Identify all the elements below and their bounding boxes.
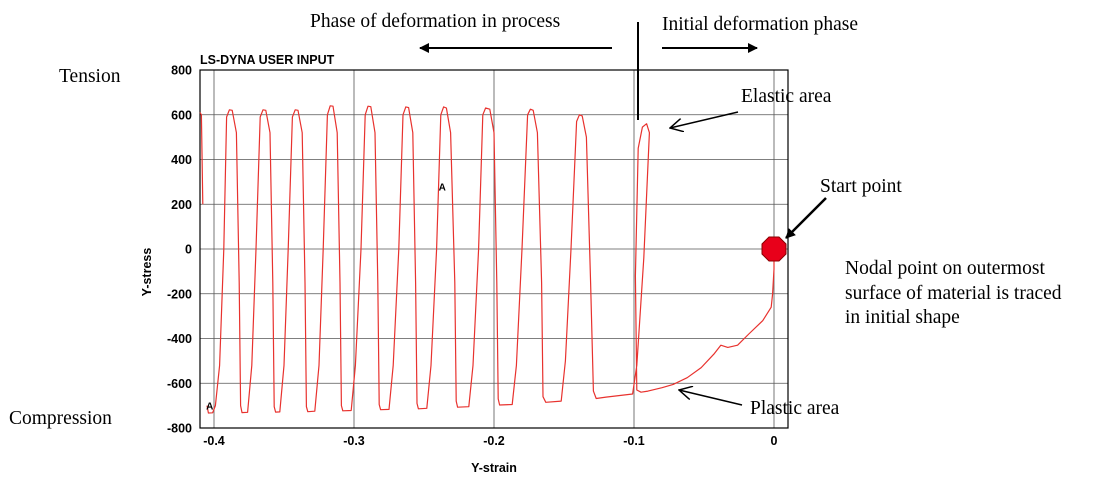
x-tick-labels: -0.4 -0.3 -0.2 -0.1 0 [203,434,777,448]
point-marker-label: A [206,402,213,413]
x-tick-label: -0.2 [483,434,505,448]
start-point-marker [762,237,786,261]
elastic-area-label: Elastic area [741,86,832,107]
nodal-note-line-1: Nodal point on outermost [845,258,1045,279]
nodal-note-line-3: in initial shape [845,307,960,328]
start-point-label: Start point [820,176,902,197]
y-axis-label: Y-stress [140,248,154,297]
x-tick-label: -0.1 [623,434,645,448]
y-tick-label: -200 [167,287,192,301]
tension-label: Tension [59,66,121,87]
y-tick-label: -400 [167,332,192,346]
x-tick-label: -0.4 [203,434,225,448]
x-tick-label: -0.3 [343,434,365,448]
y-tick-label: 0 [185,243,192,257]
y-tick-label: 600 [171,108,192,122]
y-tick-label: 800 [171,64,192,78]
data-series [200,106,774,413]
point-markers: AA [206,182,446,412]
initial-phase-label: Initial deformation phase [662,14,858,35]
nodal-note-line-2: surface of material is traced [845,283,1062,304]
y-tick-labels: 800 600 400 200 0 -200 -400 -600 -800 [167,64,192,436]
point-marker-label: A [439,182,446,193]
compression-label: Compression [9,408,112,429]
x-axis-label: Y-strain [471,461,517,475]
y-tick-label: -600 [167,377,192,391]
phase-in-process-label: Phase of deformation in process [310,11,560,32]
chart-title: LS-DYNA USER INPUT [200,53,335,67]
start-point-arrow [786,198,826,238]
plastic-area-label: Plastic area [750,398,840,419]
y-tick-label: 400 [171,153,192,167]
plastic-area-arrow [679,390,742,405]
x-tick-label: 0 [771,434,778,448]
y-tick-label: -800 [167,422,192,436]
stress-strain-line [207,106,774,413]
y-tick-label: 200 [171,198,192,212]
